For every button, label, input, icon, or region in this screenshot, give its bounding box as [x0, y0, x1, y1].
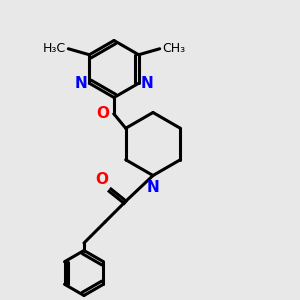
Text: O: O — [97, 106, 110, 122]
Text: H₃C: H₃C — [43, 42, 66, 55]
Text: CH₃: CH₃ — [162, 42, 185, 55]
Text: N: N — [141, 76, 154, 91]
Text: O: O — [96, 172, 109, 188]
Text: N: N — [147, 180, 159, 195]
Text: N: N — [74, 76, 87, 91]
